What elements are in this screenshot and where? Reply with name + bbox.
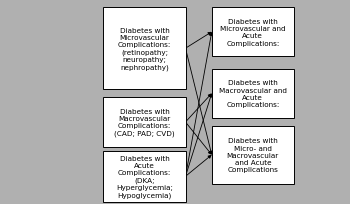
FancyBboxPatch shape — [212, 126, 294, 184]
FancyBboxPatch shape — [212, 8, 294, 57]
FancyBboxPatch shape — [212, 69, 294, 118]
Text: Diabetes with
Acute
Complications:
(DKA;
Hyperglycemia;
Hypoglycemia): Diabetes with Acute Complications: (DKA;… — [116, 155, 173, 198]
Text: Diabetes with
Macrovascular
Complications:
(CAD; PAD; CVD): Diabetes with Macrovascular Complication… — [114, 108, 175, 136]
FancyBboxPatch shape — [103, 8, 186, 90]
Text: Diabetes with
Microvascular
Complications:
(retinopathy;
neuropathy;
nephropathy: Diabetes with Microvascular Complication… — [118, 28, 171, 70]
Text: Diabetes with
Micro- and
Macrovascular
and Acute
Complications: Diabetes with Micro- and Macrovascular a… — [227, 138, 279, 172]
FancyBboxPatch shape — [103, 151, 186, 202]
FancyBboxPatch shape — [103, 98, 186, 147]
Text: Diabetes with
Macrovascular and
Acute
Complications:: Diabetes with Macrovascular and Acute Co… — [219, 80, 287, 108]
Text: Diabetes with
Microvascular and
Acute
Complications:: Diabetes with Microvascular and Acute Co… — [220, 19, 286, 47]
